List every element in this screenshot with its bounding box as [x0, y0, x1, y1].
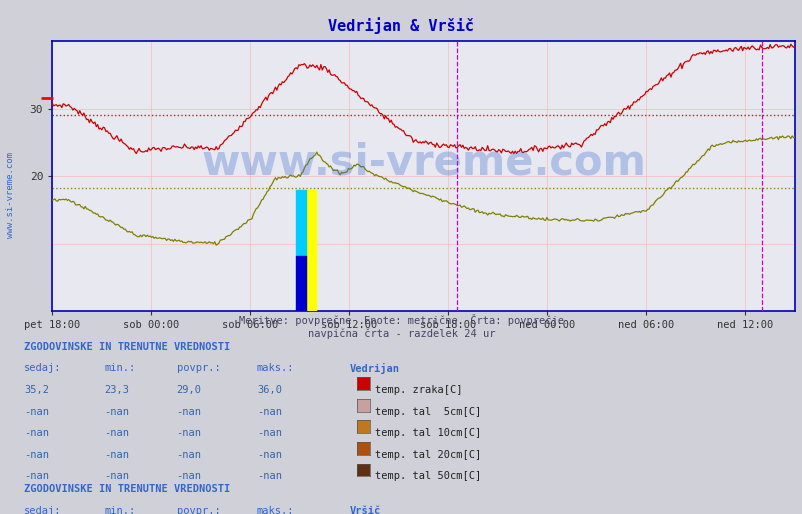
Text: -nan: -nan	[257, 450, 282, 460]
Text: -nan: -nan	[104, 407, 129, 416]
Text: -nan: -nan	[24, 407, 49, 416]
Text: -nan: -nan	[104, 450, 129, 460]
Text: temp. tal 50cm[C]: temp. tal 50cm[C]	[375, 471, 480, 481]
Bar	[296, 190, 306, 256]
Text: -nan: -nan	[24, 450, 49, 460]
Text: temp. tal  5cm[C]: temp. tal 5cm[C]	[375, 407, 480, 416]
Text: navpična črta - razdelek 24 ur: navpična črta - razdelek 24 ur	[307, 329, 495, 339]
Text: 23,3: 23,3	[104, 385, 129, 395]
Text: -nan: -nan	[257, 471, 282, 481]
Text: sedaj:: sedaj:	[24, 363, 62, 373]
Text: -nan: -nan	[176, 428, 201, 438]
Text: temp. tal 20cm[C]: temp. tal 20cm[C]	[375, 450, 480, 460]
Text: Meritve: povprečne  Enote: metrične  Črta: povprečje: Meritve: povprečne Enote: metrične Črta:…	[239, 314, 563, 325]
Bar	[296, 256, 306, 311]
Bar	[306, 190, 316, 311]
Text: maks.:: maks.:	[257, 506, 294, 514]
Text: -nan: -nan	[176, 471, 201, 481]
Text: -nan: -nan	[24, 471, 49, 481]
Text: Vedrijan: Vedrijan	[349, 363, 399, 374]
Text: Vršič: Vršič	[349, 506, 380, 514]
Text: ZGODOVINSKE IN TRENUTNE VREDNOSTI: ZGODOVINSKE IN TRENUTNE VREDNOSTI	[24, 484, 230, 494]
Text: ZGODOVINSKE IN TRENUTNE VREDNOSTI: ZGODOVINSKE IN TRENUTNE VREDNOSTI	[24, 342, 230, 352]
Text: 36,0: 36,0	[257, 385, 282, 395]
Text: temp. zraka[C]: temp. zraka[C]	[375, 385, 462, 395]
Text: min.:: min.:	[104, 363, 136, 373]
Text: 29,0: 29,0	[176, 385, 201, 395]
Text: www.si-vreme.com: www.si-vreme.com	[200, 141, 646, 183]
Text: min.:: min.:	[104, 506, 136, 514]
Text: www.si-vreme.com: www.si-vreme.com	[6, 152, 15, 238]
Text: -nan: -nan	[104, 471, 129, 481]
Text: -nan: -nan	[24, 428, 49, 438]
Text: maks.:: maks.:	[257, 363, 294, 373]
Text: 35,2: 35,2	[24, 385, 49, 395]
Text: -nan: -nan	[257, 407, 282, 416]
Text: sedaj:: sedaj:	[24, 506, 62, 514]
Text: temp. tal 10cm[C]: temp. tal 10cm[C]	[375, 428, 480, 438]
Text: povpr.:: povpr.:	[176, 506, 220, 514]
Text: povpr.:: povpr.:	[176, 363, 220, 373]
Text: -nan: -nan	[104, 428, 129, 438]
Text: Vedrijan & Vršič: Vedrijan & Vršič	[328, 17, 474, 34]
Text: -nan: -nan	[176, 450, 201, 460]
Text: -nan: -nan	[176, 407, 201, 416]
Text: -nan: -nan	[257, 428, 282, 438]
